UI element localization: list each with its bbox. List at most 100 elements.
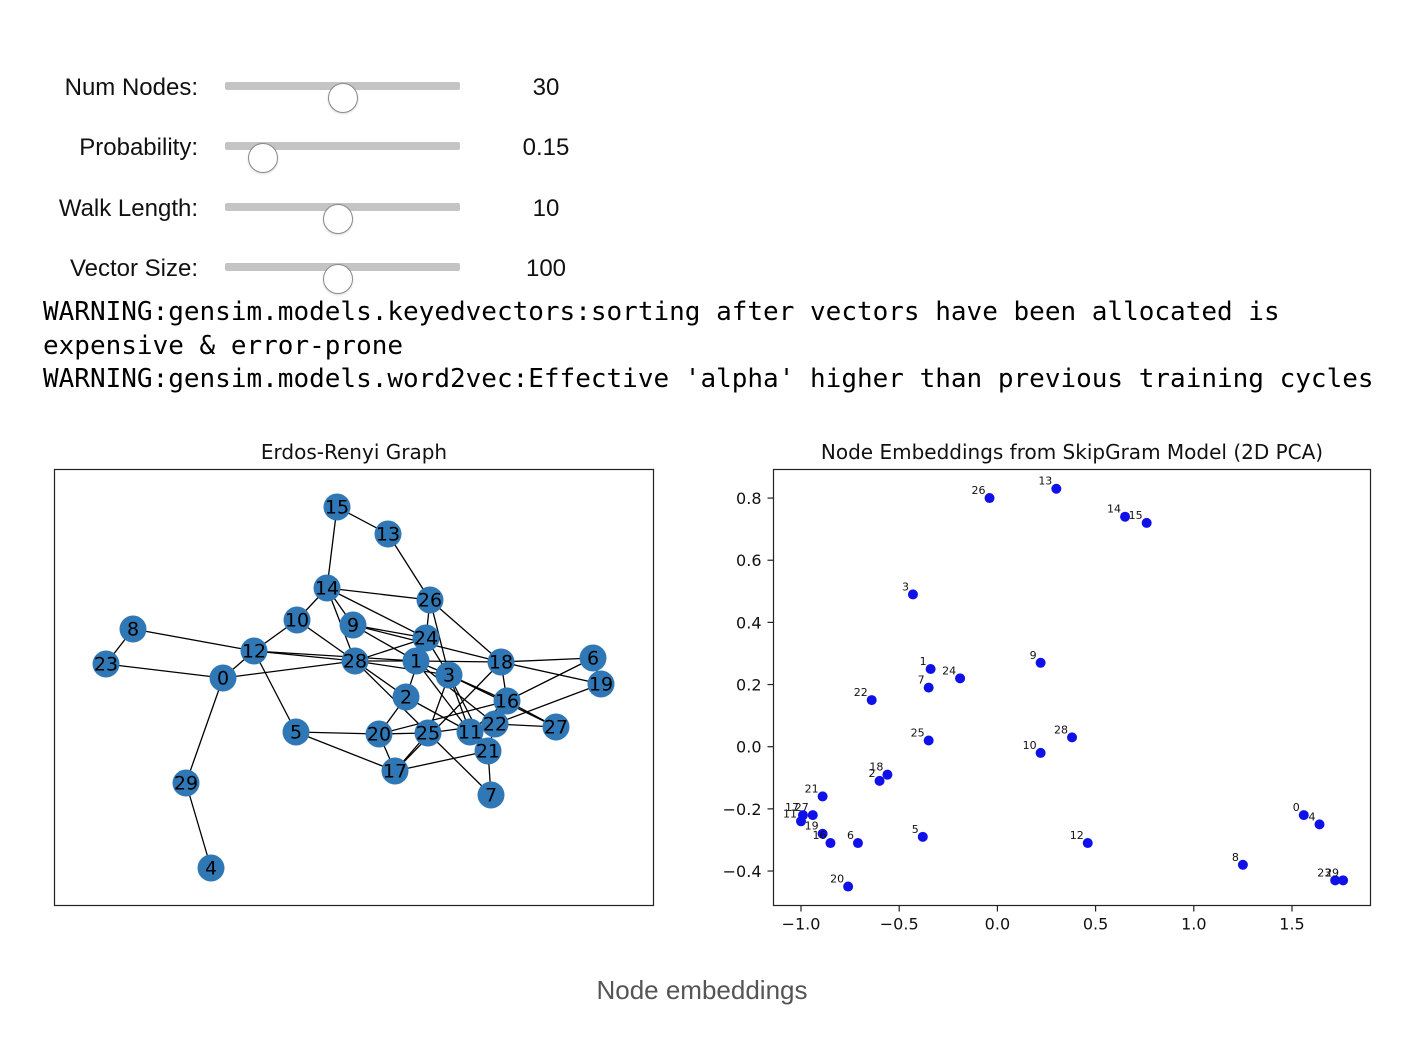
scatter-point: 2 xyxy=(869,767,885,786)
scatter-point: 5 xyxy=(912,823,928,842)
x-tick-label: −0.5 xyxy=(880,915,919,934)
scatter-title: Node Embeddings from SkipGram Model (2D … xyxy=(821,440,1323,464)
x-tick-label: 1.0 xyxy=(1181,915,1206,934)
scatter-point: 18 xyxy=(869,761,893,780)
graph-node-circle xyxy=(414,719,442,747)
scatter-point-label: 3 xyxy=(902,580,909,593)
scatter-point: 19 xyxy=(805,820,828,839)
graph-node-label: 6 xyxy=(587,648,599,670)
graph-node: 23 xyxy=(92,650,120,678)
graph-edge xyxy=(222,660,356,679)
scatter-point-label: 5 xyxy=(912,823,919,836)
scatter-point: 22 xyxy=(854,686,877,706)
scatter-point-marker xyxy=(1298,810,1309,821)
scatter-point: 6 xyxy=(847,829,863,849)
scatter-y-axis: −0.4 −0.2 0.0 0.2 0.4 0.6 0.8 xyxy=(723,489,774,881)
graph-node-label: 7 xyxy=(485,785,497,807)
y-tick-label: 0.2 xyxy=(736,676,761,695)
scatter-point-marker xyxy=(1051,483,1062,494)
scatter-point: 9 xyxy=(1030,649,1046,668)
graph-node-circle xyxy=(374,520,402,548)
scatter-point-label: 2 xyxy=(869,767,876,780)
vector-size-slider-track[interactable] xyxy=(225,263,460,294)
graph-node-label: 25 xyxy=(416,723,440,745)
walk-length-slider-track[interactable] xyxy=(225,203,460,234)
slider-value: 100 xyxy=(525,255,567,282)
scatter-frame xyxy=(772,468,1372,907)
graph-edge xyxy=(427,732,492,796)
scatter-point: 12 xyxy=(1070,829,1093,849)
graph-node-label: 9 xyxy=(347,615,359,637)
scatter-point-marker xyxy=(1067,732,1078,743)
graph-edge xyxy=(506,657,594,702)
graph-node-circle xyxy=(416,586,444,614)
num-nodes-slider-track[interactable] xyxy=(225,82,460,113)
graph-edge xyxy=(326,587,427,639)
scatter-point: 10 xyxy=(1023,739,1046,758)
scatter-point-marker xyxy=(1338,875,1349,886)
probability-slider-thumb[interactable] xyxy=(247,143,278,173)
graph-node: 10 xyxy=(283,606,311,634)
graph-node: 25 xyxy=(414,719,442,747)
graph-edge xyxy=(253,650,297,733)
slider-row-num-nodes: Num Nodes: 30 xyxy=(0,66,640,113)
graph-node-label: 0 xyxy=(217,668,229,690)
scatter-point: 15 xyxy=(1129,509,1152,528)
graph-node: 20 xyxy=(365,720,393,748)
graph-node: 16 xyxy=(493,687,521,715)
slider-label: Probability: xyxy=(79,134,198,161)
scatter-point: 21 xyxy=(805,782,828,802)
graph-frame xyxy=(53,468,655,907)
graph-node: 18 xyxy=(487,648,515,676)
probability-slider-track[interactable] xyxy=(225,142,460,173)
slider-row-vector-size: Vector Size: 100 xyxy=(0,247,640,294)
graph-edge xyxy=(429,599,502,663)
scatter-point-label: 26 xyxy=(972,484,986,497)
graph-edge xyxy=(105,663,224,679)
log-output: WARNING:gensim.models.keyedvectors:sorti… xyxy=(43,296,1393,397)
graph-edge xyxy=(253,650,417,662)
scatter-point-label: 20 xyxy=(830,873,844,886)
scatter-point-marker xyxy=(925,664,936,674)
figure-caption: Node embeddings xyxy=(596,975,808,1005)
scatter-point-marker xyxy=(917,831,928,842)
num-nodes-slider-thumb[interactable] xyxy=(327,83,358,113)
scatter-point: 26 xyxy=(972,484,995,504)
graph-node-label: 17 xyxy=(383,761,407,783)
graph-node: 14 xyxy=(313,574,341,602)
scatter-point-label: 29 xyxy=(1325,866,1339,879)
graph-node-circle xyxy=(477,781,505,809)
scatter-point-marker xyxy=(825,838,836,849)
graph-node: 21 xyxy=(474,737,502,765)
graph-title: Erdos-Renyi Graph xyxy=(261,440,447,464)
graph-node: 4 xyxy=(197,854,225,882)
scatter-point-label: 16 xyxy=(812,829,826,842)
graph-edge xyxy=(295,731,380,735)
scatter-point-marker xyxy=(866,695,877,706)
graph-node-label: 8 xyxy=(127,619,139,641)
graph-node-circle xyxy=(579,644,607,672)
graph-node: 0 xyxy=(209,664,237,692)
scatter-point-marker xyxy=(1237,859,1248,870)
graph-node: 11 xyxy=(456,718,484,746)
graph-node-circle xyxy=(481,710,509,738)
vector-size-slider-thumb[interactable] xyxy=(322,264,353,294)
graph-node-circle xyxy=(119,615,147,643)
scatter-point: 1 xyxy=(920,655,936,674)
graph-node-circle xyxy=(240,637,268,665)
scatter-point-label: 12 xyxy=(1070,829,1084,842)
scatter-point-label: 17 xyxy=(785,801,799,814)
scatter-point-label: 22 xyxy=(854,686,868,699)
graph-node: 13 xyxy=(374,520,402,548)
graph-node-circle xyxy=(92,650,120,678)
walk-length-slider-thumb[interactable] xyxy=(322,204,353,234)
x-tick-label: −1.0 xyxy=(782,915,821,934)
graph-node-circle xyxy=(456,718,484,746)
y-tick-label: 0.0 xyxy=(736,738,761,757)
scatter-point: 24 xyxy=(942,664,966,684)
scatter-x-axis: −1.0 −0.5 0.0 0.5 1.0 1.5 xyxy=(782,905,1305,934)
scatter-point-marker xyxy=(1120,511,1131,522)
graph-node: 28 xyxy=(341,647,369,675)
